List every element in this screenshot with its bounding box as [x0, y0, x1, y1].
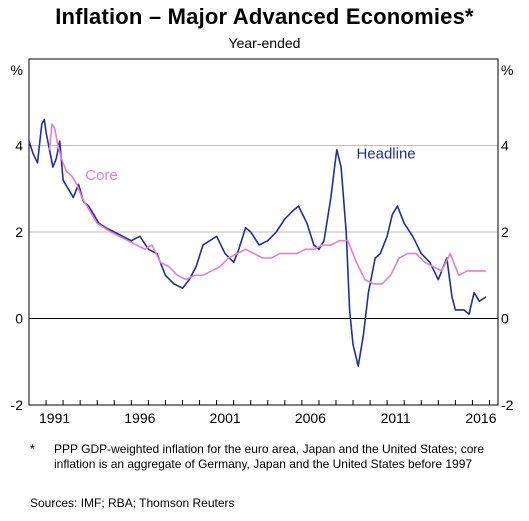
- y-axis-unit-right: %: [501, 62, 513, 78]
- y-tick-label-left: 0: [15, 311, 23, 327]
- sources-note: Sources: IMF; RBA; Thomson Reuters: [30, 496, 235, 510]
- x-tick-label: 1996: [124, 410, 155, 426]
- y-axis-unit-left: %: [11, 62, 23, 78]
- axis-labels: -2 -2 0 0 2 2 4 4% % 1991 1996 2001 2006 2011 2016 Head…: [11, 62, 514, 426]
- series-lines: [28, 118, 487, 367]
- x-tick-label: 2016: [465, 410, 496, 426]
- core-series-line: [48, 123, 487, 285]
- gridlines: [29, 145, 498, 406]
- x-tick-label: 2011: [381, 410, 411, 426]
- headline-series-line: [28, 118, 487, 367]
- core-series-label: Core: [85, 167, 118, 184]
- plot-frame: [28, 58, 499, 406]
- chart-subtitle: Year-ended: [228, 35, 301, 51]
- footnote-mark: *: [30, 442, 35, 456]
- y-tick-label-left: -2: [11, 397, 24, 413]
- x-tick-label: 2006: [295, 410, 326, 426]
- y-tick-label-right: 4: [501, 138, 509, 154]
- y-tick-label-right: -2: [501, 397, 514, 413]
- y-tick-label-left: 4: [15, 138, 23, 154]
- x-tick-label: 2001: [210, 410, 241, 426]
- y-tick-label-right: 2: [501, 224, 509, 240]
- y-tick-label-right: 0: [501, 311, 509, 327]
- y-tick-label-left: 2: [15, 224, 23, 240]
- axis-ticks: [28, 400, 490, 405]
- chart-title: Inflation – Major Advanced Economies*: [55, 4, 474, 29]
- x-tick-label: 1991: [39, 410, 70, 426]
- footnote-text: PPP GDP-weighted inflation for the euro …: [54, 442, 485, 471]
- headline-series-label: Headline: [356, 145, 415, 162]
